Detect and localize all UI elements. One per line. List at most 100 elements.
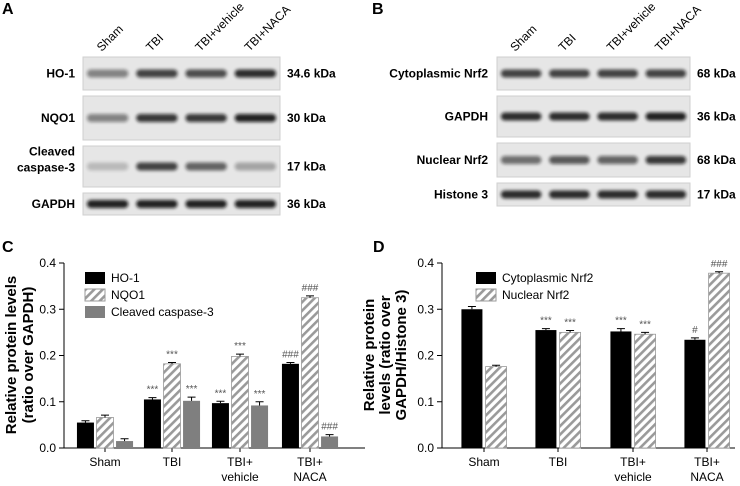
error-bar: [541, 328, 550, 331]
blot-band: [597, 190, 638, 199]
blot-band: [549, 69, 590, 78]
error-bar: [616, 328, 625, 332]
blot-strip: [82, 192, 281, 216]
blot-band: [549, 156, 590, 164]
y-tick-label: 0.3: [417, 302, 434, 316]
bar: [116, 441, 134, 448]
y-tick-label: 0.2: [417, 349, 434, 363]
blot-band: [136, 69, 178, 78]
significance-label: ***: [147, 385, 159, 396]
significance-label: #: [692, 325, 698, 336]
bar: [96, 417, 114, 449]
error-bar: [715, 271, 724, 274]
error-bar: [81, 420, 90, 423]
legend-swatch: [84, 288, 106, 302]
error-bar: [690, 337, 699, 340]
error-bar: [148, 397, 157, 400]
error-bar: [566, 330, 575, 333]
blot-band: [597, 156, 638, 164]
blot-band: [234, 162, 277, 171]
blot-band: [500, 156, 542, 164]
bar: [535, 330, 557, 448]
significance-label: ###: [321, 422, 338, 433]
blot-band: [234, 114, 277, 122]
y-tick-label: 0.1: [39, 395, 56, 409]
blot-band: [136, 200, 178, 208]
panel-letter: A: [2, 1, 14, 18]
bar: [231, 356, 249, 449]
bar: [211, 403, 229, 448]
blot-band: [500, 190, 542, 199]
x-tick-label: Sham: [89, 455, 120, 469]
blot-band: [597, 112, 638, 121]
y-tick-label: 0.4: [39, 256, 56, 270]
significance-label: ***: [615, 316, 627, 327]
y-axis-label: (ratio over GAPDH): [20, 287, 37, 424]
significance-label: ***: [540, 316, 552, 327]
error-bar: [236, 353, 244, 357]
blot-label: Cytoplasmic Nrf2: [389, 67, 488, 81]
error-bar: [325, 434, 334, 437]
blot-band: [645, 190, 687, 199]
blot-band: [86, 162, 129, 171]
significance-label: ***: [186, 384, 198, 395]
y-axis-label: Relative protein levels: [3, 276, 20, 434]
lane-label: Sham: [507, 22, 539, 54]
blot-band: [645, 112, 687, 121]
bar: [251, 405, 269, 448]
error-bar: [306, 295, 314, 298]
blot-band: [86, 69, 129, 78]
error-bar: [492, 364, 501, 367]
legend-label: NQO1: [111, 288, 145, 302]
significance-label: ###: [711, 259, 728, 270]
kda-label: 34.6 kDa: [287, 67, 336, 81]
blot-band: [234, 200, 277, 208]
y-tick-label: 0.4: [417, 256, 434, 270]
bar: [461, 309, 483, 448]
bar: [559, 331, 581, 449]
panel-letter: B: [372, 1, 384, 18]
bar: [301, 297, 319, 449]
kda-label: 36 kDa: [287, 197, 326, 211]
blot-band: [645, 69, 687, 78]
bar: [76, 422, 94, 448]
error-bar: [101, 414, 109, 418]
kda-label: 17 kDa: [287, 160, 326, 174]
legend-label: Nuclear Nrf2: [502, 288, 570, 302]
y-tick-label: 0.2: [39, 349, 56, 363]
bar: [485, 366, 507, 449]
error-bar: [168, 361, 176, 364]
lane-label: TBI+NACA: [652, 2, 704, 54]
bar: [610, 331, 632, 448]
kda-label: 36 kDa: [697, 110, 736, 124]
x-tick-label: TBI: [549, 455, 568, 469]
kda-label: 68 kDa: [697, 153, 736, 167]
bar: [708, 272, 730, 449]
blot-band: [549, 112, 590, 121]
lane-label: Sham: [94, 22, 126, 54]
legend-label: Cytoplasmic Nrf2: [502, 271, 594, 285]
lane-label: TBI+vehicle: [604, 0, 659, 54]
y-axis-label: GAPDH/Histone 3): [393, 290, 410, 421]
error-bar: [187, 396, 196, 401]
error-bar: [216, 400, 225, 404]
blot-label: Histone 3: [434, 188, 488, 202]
error-bar: [467, 305, 476, 310]
lane-label: TBI: [143, 31, 166, 54]
y-tick-label: 0.1: [417, 395, 434, 409]
blot-band: [645, 156, 687, 164]
significance-label: ***: [166, 349, 178, 360]
bar: [281, 363, 299, 448]
bar: [183, 400, 201, 448]
panel-letter: D: [373, 239, 385, 256]
blot-band: [136, 162, 178, 171]
bar: [684, 339, 706, 448]
significance-label: ***: [564, 318, 576, 329]
blot-band: [185, 162, 227, 171]
y-tick-label: 0.0: [417, 441, 434, 455]
blot-label: Nuclear Nrf2: [417, 153, 489, 167]
legend-label: Cleaved caspase-3: [111, 305, 214, 319]
blot-band: [86, 114, 129, 122]
blot-band: [136, 114, 178, 122]
